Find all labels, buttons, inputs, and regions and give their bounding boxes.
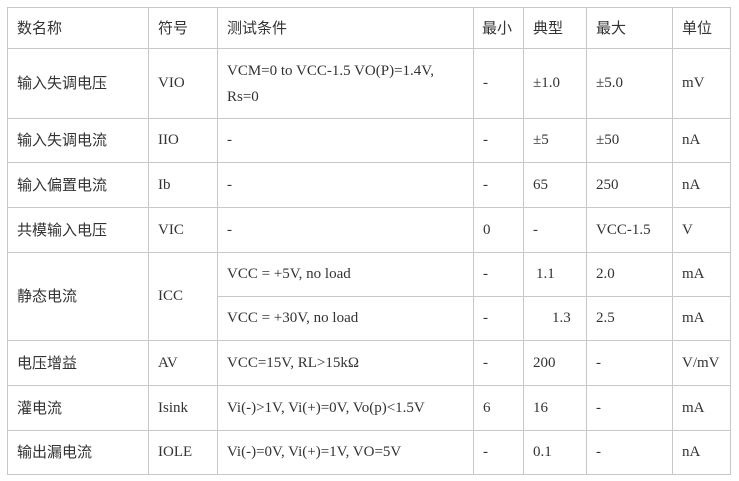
unit: mA <box>672 252 731 297</box>
symbol: IOLE <box>148 430 218 475</box>
symbol: Isink <box>148 385 218 431</box>
unit: mA <box>672 296 731 341</box>
typ: 0.1 <box>523 430 587 475</box>
symbol: VIC <box>148 207 218 253</box>
table-row: 输入失调电流 IIO - - ±5 ±50 nA <box>7 118 731 163</box>
param-name: 静态电流 <box>7 252 149 341</box>
condition: - <box>217 162 474 208</box>
condition: Vi(-)=0V, Vi(+)=1V, VO=5V <box>217 430 474 475</box>
symbol: ICC <box>148 252 218 341</box>
header-cell: 测试条件 <box>217 7 474 49</box>
min: - <box>473 430 524 475</box>
condition: - <box>217 118 474 163</box>
param-name: 输出漏电流 <box>7 430 149 475</box>
unit: nA <box>672 162 731 208</box>
param-name: 共模输入电压 <box>7 207 149 253</box>
symbol: IIO <box>148 118 218 163</box>
condition: - <box>217 207 474 253</box>
min: 6 <box>473 385 524 431</box>
table-row: 电压增益 AV VCC=15V, RL>15kΩ - 200 - V/mV <box>7 340 731 386</box>
unit: V <box>672 207 731 253</box>
typ: 16 <box>523 385 587 431</box>
max: 2.5 <box>586 296 673 341</box>
condition: VCC=15V, RL>15kΩ <box>217 340 474 386</box>
header-row: 数名称 符号 测试条件 最小 典型 最大 单位 <box>7 7 731 49</box>
min: - <box>473 340 524 386</box>
param-name: 输入失调电压 <box>7 48 149 119</box>
min: 0 <box>473 207 524 253</box>
param-name: 灌电流 <box>7 385 149 431</box>
condition: Vi(-)>1V, Vi(+)=0V, Vo(p)<1.5V <box>217 385 474 431</box>
table-row: VCC = +30V, no load - 1.3 2.5 mA <box>8 296 731 341</box>
symbol: AV <box>148 340 218 386</box>
typ: 65 <box>523 162 587 208</box>
unit: nA <box>672 118 731 163</box>
header-cell: 最大 <box>586 7 673 49</box>
min: - <box>473 118 524 163</box>
max: ±5.0 <box>586 48 673 119</box>
typ: 1.1 <box>523 252 587 297</box>
min: - <box>473 296 524 341</box>
max: - <box>586 430 673 475</box>
table-row: 共模输入电压 VIC - 0 - VCC-1.5 V <box>7 207 731 253</box>
max: 2.0 <box>586 252 673 297</box>
typ: ±1.0 <box>523 48 587 119</box>
table-row: 静态电流 ICC VCC = +5V, no load - 1.1 2.0 mA <box>7 252 731 341</box>
symbol: Ib <box>148 162 218 208</box>
header-cell: 数名称 <box>7 7 149 49</box>
typ: 200 <box>523 340 587 386</box>
condition: VCC = +30V, no load <box>217 296 474 341</box>
max: ±50 <box>586 118 673 163</box>
condition: VCM=0 to VCC-1.5 VO(P)=1.4V, Rs=0 <box>217 48 474 119</box>
param-name: 电压增益 <box>7 340 149 386</box>
min: - <box>473 48 524 119</box>
param-name: 输入偏置电流 <box>7 162 149 208</box>
header-cell: 单位 <box>672 7 731 49</box>
header-cell: 最小 <box>473 7 524 49</box>
table-row: 输入偏置电流 Ib - - 65 250 nA <box>7 162 731 208</box>
condition: VCC = +5V, no load <box>217 252 474 297</box>
header-cell: 典型 <box>523 7 587 49</box>
max: 250 <box>586 162 673 208</box>
table-row: 输出漏电流 IOLE Vi(-)=0V, Vi(+)=1V, VO=5V - 0… <box>7 430 731 475</box>
max: - <box>586 385 673 431</box>
min: - <box>473 252 524 297</box>
min: - <box>473 162 524 208</box>
max: VCC-1.5 <box>586 207 673 253</box>
typ: 1.3 <box>523 296 587 341</box>
typ: - <box>523 207 587 253</box>
unit: nA <box>672 430 731 475</box>
max: - <box>586 340 673 386</box>
typ: ±5 <box>523 118 587 163</box>
symbol: VIO <box>148 48 218 119</box>
header-cell: 符号 <box>148 7 218 49</box>
spec-table: 数名称 符号 测试条件 最小 典型 最大 单位 输入失调电压 VIO VCM=0… <box>7 7 731 475</box>
unit: mV <box>672 48 731 119</box>
unit: V/mV <box>672 340 731 386</box>
table-row: 灌电流 Isink Vi(-)>1V, Vi(+)=0V, Vo(p)<1.5V… <box>7 385 731 431</box>
unit: mA <box>672 385 731 431</box>
param-name: 输入失调电流 <box>7 118 149 163</box>
table-row: 输入失调电压 VIO VCM=0 to VCC-1.5 VO(P)=1.4V, … <box>7 48 731 119</box>
